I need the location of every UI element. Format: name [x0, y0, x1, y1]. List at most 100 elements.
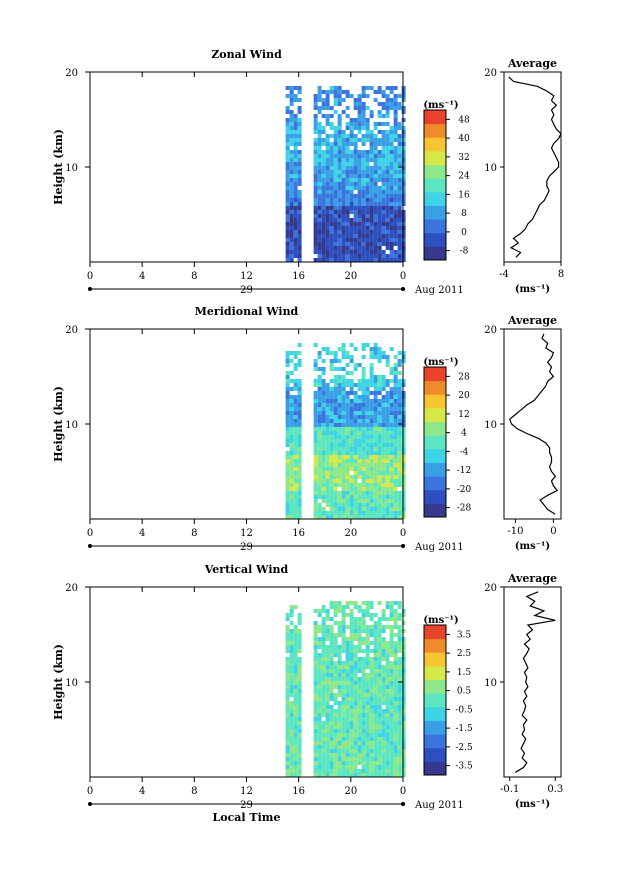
- heatmap-cell: [329, 717, 334, 721]
- heatmap-cell: [381, 242, 386, 246]
- heatmap-cell: [341, 343, 346, 347]
- heatmap-cell: [313, 415, 318, 419]
- heatmap-cell: [321, 495, 326, 499]
- heatmap-cell: [333, 126, 338, 130]
- heatmap-cell: [397, 495, 402, 499]
- heatmap-cell: [345, 645, 350, 649]
- heatmap-cell: [349, 246, 354, 250]
- heatmap-cell: [397, 749, 402, 753]
- heatmap-cell: [389, 661, 394, 665]
- heatmap-cell: [285, 499, 290, 503]
- heatmap-cell: [397, 431, 402, 435]
- heatmap-cell: [317, 202, 322, 206]
- heatmap-cell: [389, 613, 394, 617]
- heatmap-cell: [329, 230, 334, 234]
- heatmap-cell: [397, 146, 402, 150]
- heatmap-cell: [353, 246, 358, 250]
- heatmap-cell: [377, 419, 382, 423]
- heatmap-cell: [337, 210, 342, 214]
- heatmap-cell: [337, 379, 342, 383]
- heatmap-cell: [369, 503, 374, 507]
- heatmap-cell: [285, 515, 290, 519]
- heatmap-cell: [385, 395, 390, 399]
- heatmap-cell: [377, 451, 382, 455]
- heatmap-cell: [373, 475, 378, 479]
- heatmap-cell: [389, 395, 394, 399]
- heatmap-cell: [285, 363, 290, 367]
- heatmap-cell: [285, 685, 290, 689]
- heatmap-cell: [337, 673, 342, 677]
- heatmap-cell: [289, 403, 294, 407]
- heatmap-cell: [329, 467, 334, 471]
- heatmap-cell: [377, 677, 382, 681]
- heatmap-cell: [369, 363, 374, 367]
- heatmap-cell: [297, 166, 302, 170]
- heatmap-cell: [337, 134, 342, 138]
- heatmap-cell: [313, 106, 318, 110]
- heatmap-cell: [349, 701, 354, 705]
- heatmap-cell: [325, 669, 330, 673]
- heatmap-cell: [293, 681, 298, 685]
- heatmap-cell: [381, 475, 386, 479]
- heatmap-cell: [317, 451, 322, 455]
- heatmap-cell: [313, 170, 318, 174]
- heatmap-cell: [377, 709, 382, 713]
- heatmap-cell: [329, 749, 334, 753]
- heatmap-cell: [361, 158, 366, 162]
- heatmap-cell: [373, 761, 378, 765]
- heatmap-cell: [349, 226, 354, 230]
- heatmap-cell: [393, 653, 398, 657]
- heatmap-cell: [317, 226, 322, 230]
- heatmap-cell: [345, 383, 350, 387]
- heatmap-cell: [337, 769, 342, 773]
- heatmap-cell: [337, 246, 342, 250]
- heatmap-cell: [361, 166, 366, 170]
- heatmap-cell: [321, 765, 326, 769]
- heatmap-cell: [313, 411, 318, 415]
- heatmap-cell: [353, 745, 358, 749]
- heatmap-cell: [369, 745, 374, 749]
- heatmap-cell: [381, 455, 386, 459]
- heatmap-cell: [289, 242, 294, 246]
- heatmap-cell: [385, 146, 390, 150]
- heatmap-cell: [377, 114, 382, 118]
- heatmap-cell: [333, 375, 338, 379]
- heatmap-cell: [385, 427, 390, 431]
- heatmap-cell: [361, 491, 366, 495]
- heatmap-cell: [361, 769, 366, 773]
- heatmap-cell: [325, 174, 330, 178]
- heatmap-cell: [377, 733, 382, 737]
- heatmap-cell: [365, 633, 370, 637]
- colorbar-tick-label: -4: [460, 447, 469, 457]
- heatmap-cell: [297, 170, 302, 174]
- heatmap-cell: [333, 439, 338, 443]
- heatmap-cell: [381, 753, 386, 757]
- heatmap-cell: [321, 609, 326, 613]
- heatmap-cell: [373, 242, 378, 246]
- x-tick-label: 0: [87, 786, 93, 797]
- heatmap-cell: [337, 729, 342, 733]
- heatmap-cell: [317, 355, 322, 359]
- heatmap-cell: [361, 613, 366, 617]
- heatmap-cell: [349, 645, 354, 649]
- heatmap-cell: [329, 234, 334, 238]
- heatmap-cell: [381, 399, 386, 403]
- heatmap-cell: [333, 641, 338, 645]
- heatmap-cell: [333, 242, 338, 246]
- heatmap-cell: [381, 174, 386, 178]
- heatmap-cell: [377, 246, 382, 250]
- heatmap-cell: [357, 427, 362, 431]
- heatmap-cell: [285, 681, 290, 685]
- heatmap-cell: [397, 419, 402, 423]
- heatmap-cell: [285, 142, 290, 146]
- heatmap-cell: [293, 351, 298, 355]
- heatmap-cell: [357, 677, 362, 681]
- heatmap-cell: [357, 689, 362, 693]
- heatmap-cell: [381, 495, 386, 499]
- heatmap-cell: [313, 190, 318, 194]
- heatmap-cell: [401, 411, 406, 415]
- heatmap-cell: [385, 495, 390, 499]
- heatmap-cell: [393, 190, 398, 194]
- heatmap-cell: [333, 98, 338, 102]
- heatmap-cell: [385, 483, 390, 487]
